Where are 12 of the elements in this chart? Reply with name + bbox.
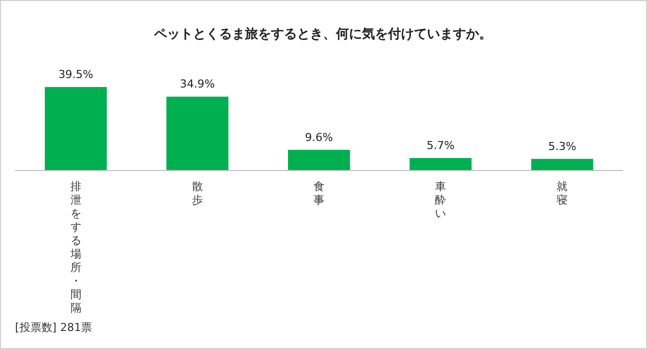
- x-tick-label: 散歩: [192, 180, 203, 206]
- x-tick-label: 就寝: [556, 180, 568, 206]
- x-tick-label: 食事: [314, 180, 324, 206]
- x-tick-label: 排泄をする場所・間隔: [70, 180, 82, 314]
- data-label: 5.3%: [548, 140, 576, 153]
- data-label: 39.5%: [58, 68, 94, 81]
- data-label: 9.6%: [305, 130, 333, 144]
- chart-title: ペットとくるま旅をするとき、何に気を付けていますか。: [153, 26, 492, 42]
- data-label: 5.7%: [426, 139, 455, 152]
- text: [投票数] 281票: [15, 321, 92, 334]
- data-label: 34.9%: [180, 78, 215, 91]
- x-tick-label: 車酔い: [435, 180, 446, 220]
